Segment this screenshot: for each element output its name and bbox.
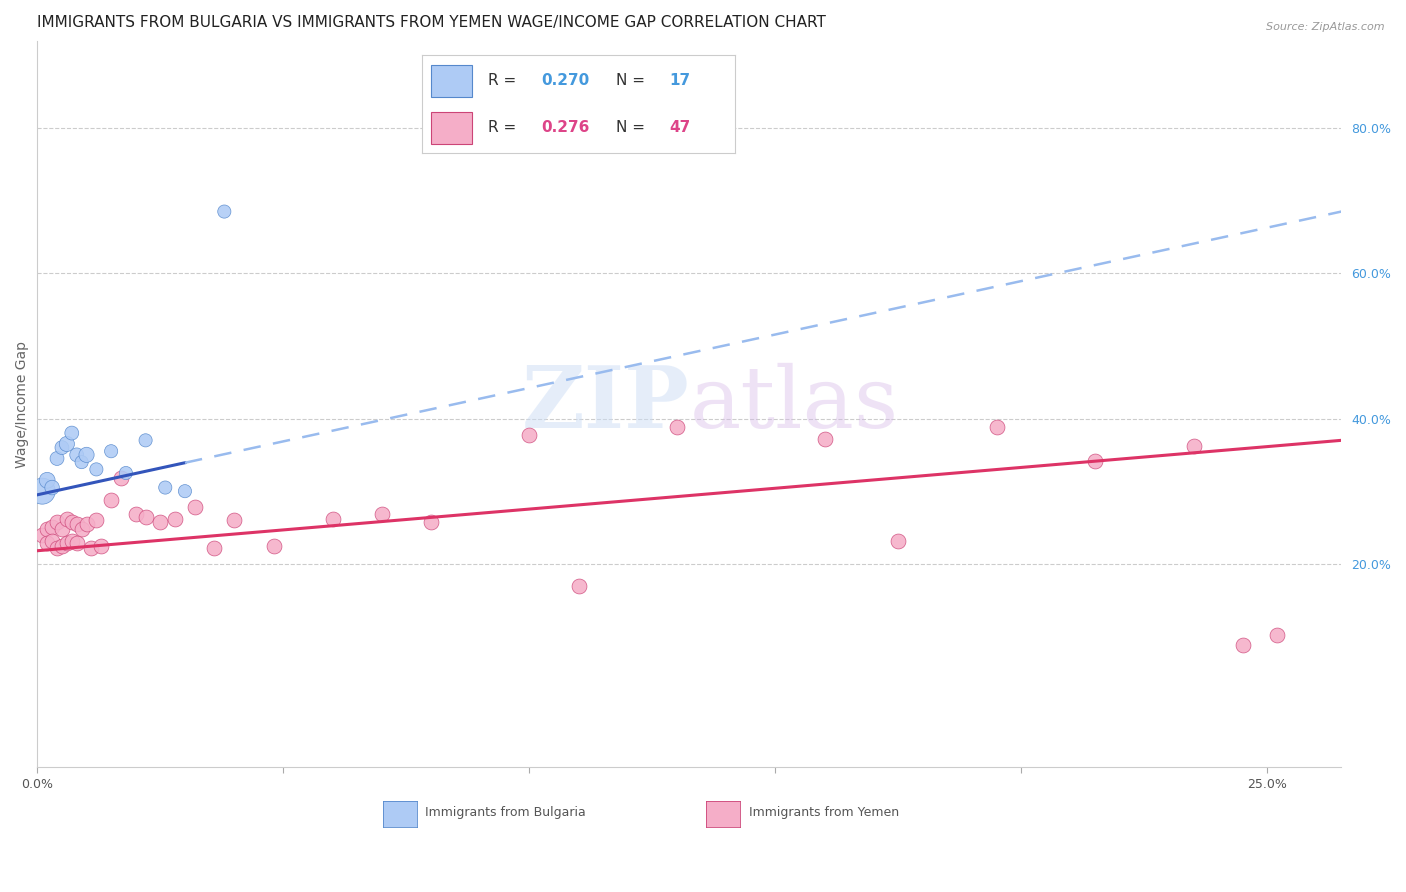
- Point: [371, 508, 394, 522]
- Point: [204, 541, 226, 555]
- Point: [263, 539, 285, 553]
- Text: Immigrants from Bulgaria: Immigrants from Bulgaria: [425, 805, 585, 819]
- Y-axis label: Wage/Income Gap: Wage/Income Gap: [15, 341, 30, 467]
- Point: [1182, 439, 1205, 453]
- Point: [76, 448, 98, 462]
- Point: [100, 492, 122, 507]
- Point: [51, 441, 73, 455]
- Text: atlas: atlas: [689, 362, 898, 446]
- Point: [41, 533, 63, 548]
- Point: [90, 539, 112, 553]
- Point: [666, 420, 689, 434]
- Point: [1232, 638, 1254, 652]
- Point: [56, 512, 79, 526]
- Point: [46, 515, 69, 529]
- Point: [100, 444, 122, 458]
- Point: [110, 471, 132, 485]
- Point: [86, 462, 108, 476]
- Text: IMMIGRANTS FROM BULGARIA VS IMMIGRANTS FROM YEMEN WAGE/INCOME GAP CORRELATION CH: IMMIGRANTS FROM BULGARIA VS IMMIGRANTS F…: [38, 15, 827, 30]
- Point: [519, 427, 541, 442]
- Point: [80, 541, 103, 555]
- Point: [184, 500, 207, 515]
- Text: Immigrants from Yemen: Immigrants from Yemen: [749, 805, 900, 819]
- Point: [46, 541, 69, 555]
- Point: [322, 512, 344, 526]
- Point: [60, 426, 83, 441]
- Point: [86, 513, 108, 527]
- Point: [31, 527, 53, 541]
- Point: [51, 522, 73, 536]
- Point: [125, 508, 148, 522]
- Point: [568, 578, 591, 592]
- Point: [165, 512, 187, 526]
- Point: [66, 536, 89, 550]
- Point: [51, 539, 73, 553]
- Point: [37, 473, 59, 487]
- Point: [224, 513, 246, 527]
- Point: [135, 434, 157, 448]
- Point: [66, 448, 89, 462]
- Point: [37, 536, 59, 550]
- Point: [887, 533, 910, 548]
- Point: [420, 515, 443, 529]
- Point: [115, 466, 138, 480]
- Point: [31, 484, 53, 499]
- Point: [41, 481, 63, 495]
- Point: [1265, 628, 1288, 642]
- Point: [41, 520, 63, 534]
- Point: [135, 509, 157, 524]
- Point: [76, 516, 98, 531]
- Point: [70, 455, 93, 469]
- Point: [174, 484, 197, 499]
- Point: [56, 536, 79, 550]
- Point: [814, 432, 837, 446]
- Text: Source: ZipAtlas.com: Source: ZipAtlas.com: [1267, 22, 1385, 32]
- Text: ZIP: ZIP: [522, 362, 689, 446]
- Point: [56, 437, 79, 451]
- Point: [1084, 453, 1107, 467]
- Point: [60, 515, 83, 529]
- Point: [986, 420, 1008, 434]
- Point: [70, 522, 93, 536]
- Point: [60, 533, 83, 548]
- Point: [155, 481, 177, 495]
- Point: [149, 515, 172, 529]
- Point: [66, 516, 89, 531]
- Point: [37, 522, 59, 536]
- Point: [46, 451, 69, 466]
- Point: [214, 204, 236, 219]
